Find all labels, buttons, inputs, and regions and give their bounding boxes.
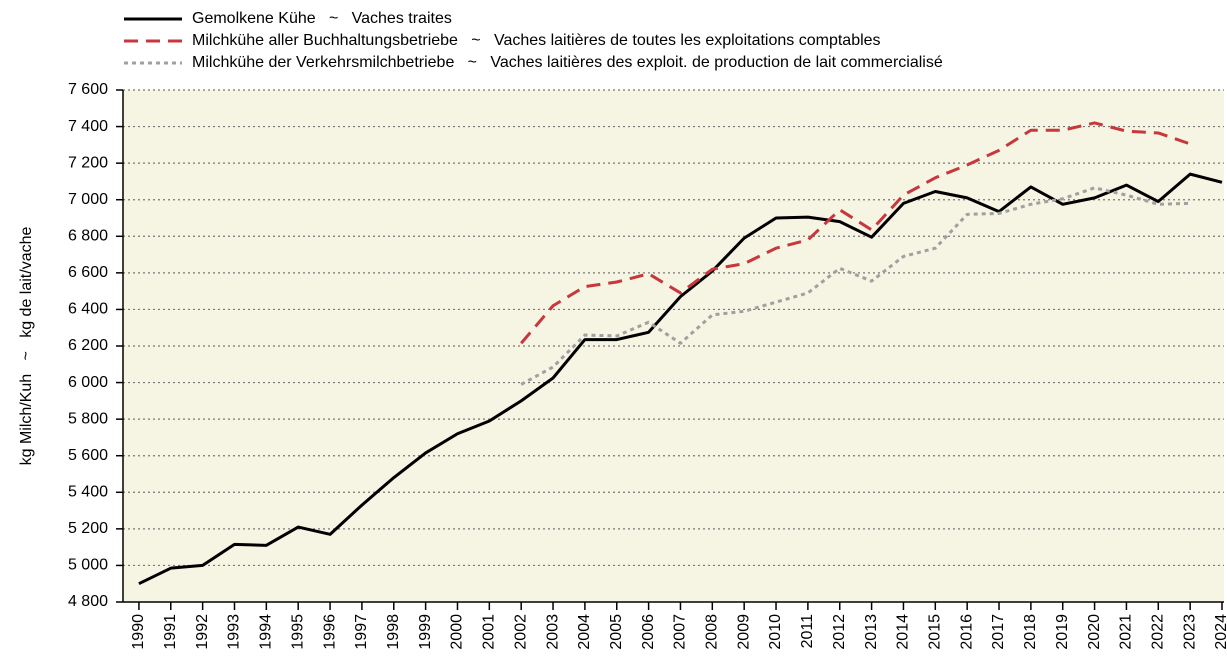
x-tick-label: 2018 bbox=[1022, 614, 1039, 650]
x-tick-label: 2001 bbox=[481, 614, 498, 650]
series-line bbox=[520, 121, 1191, 345]
x-tick-label: 2000 bbox=[449, 614, 466, 650]
y-tick-label: 6 200 bbox=[68, 337, 108, 354]
y-tick-label: 4 800 bbox=[68, 593, 108, 610]
y-axis-label: kg Milch/Kuh ~ kg de lait/vache bbox=[18, 227, 35, 466]
x-tick-label: 2020 bbox=[1086, 614, 1103, 650]
x-tick-label: 2008 bbox=[704, 614, 721, 650]
x-tick-label: 1996 bbox=[321, 614, 338, 650]
x-tick-label: 1993 bbox=[226, 614, 243, 650]
y-tick-label: 7 400 bbox=[68, 118, 108, 135]
x-tick-label: 2003 bbox=[544, 614, 561, 650]
x-tick-label: 1991 bbox=[162, 614, 179, 650]
series-line bbox=[520, 186, 1191, 386]
x-tick-label: 2005 bbox=[608, 614, 625, 650]
x-tick-label: 2006 bbox=[640, 614, 657, 650]
y-tick-label: 5 000 bbox=[68, 557, 108, 574]
x-tick-label: 2013 bbox=[863, 614, 880, 650]
y-tick-label: 6 000 bbox=[68, 374, 108, 391]
legend-label: Milchkühe aller Buchhaltungsbetriebe ~ V… bbox=[192, 32, 881, 49]
x-tick-label: 1997 bbox=[353, 614, 370, 650]
x-tick-label: 2024 bbox=[1213, 614, 1227, 650]
x-tick-label: 2012 bbox=[831, 614, 848, 650]
x-tick-label: 2015 bbox=[927, 614, 944, 650]
x-tick-label: 2007 bbox=[672, 614, 689, 650]
y-tick-label: 7 000 bbox=[68, 191, 108, 208]
y-tick-label: 6 800 bbox=[68, 228, 108, 245]
x-tick-label: 2017 bbox=[990, 614, 1007, 650]
y-tick-label: 6 400 bbox=[68, 301, 108, 318]
x-tick-label: 2010 bbox=[767, 614, 784, 650]
x-tick-label: 2009 bbox=[735, 614, 752, 650]
x-tick-label: 1994 bbox=[258, 614, 275, 650]
x-tick-label: 1995 bbox=[289, 614, 306, 650]
x-tick-label: 2022 bbox=[1150, 614, 1167, 650]
x-tick-label: 1992 bbox=[194, 614, 211, 650]
x-tick-label: 2016 bbox=[958, 614, 975, 650]
x-tick-label: 2019 bbox=[1054, 614, 1071, 650]
y-tick-label: 7 200 bbox=[68, 154, 108, 171]
y-tick-label: 6 600 bbox=[68, 264, 108, 281]
y-tick-label: 5 600 bbox=[68, 447, 108, 464]
x-tick-label: 2023 bbox=[1181, 614, 1198, 650]
x-tick-label: 1998 bbox=[385, 614, 402, 650]
y-tick-label: 5 200 bbox=[68, 520, 108, 537]
y-tick-label: 7 600 bbox=[68, 81, 108, 98]
x-tick-label: 1990 bbox=[130, 614, 147, 650]
legend-label: Gemolkene Kühe ~ Vaches traites bbox=[192, 10, 452, 27]
x-tick-label: 1999 bbox=[417, 614, 434, 650]
legend-label: Milchkühe der Verkehrsmilchbetriebe ~ Va… bbox=[192, 54, 943, 71]
x-tick-label: 2014 bbox=[895, 614, 912, 650]
y-tick-label: 5 400 bbox=[68, 484, 108, 501]
x-tick-label: 2021 bbox=[1118, 614, 1135, 650]
x-tick-label: 2011 bbox=[799, 614, 816, 649]
x-tick-label: 2004 bbox=[576, 614, 593, 650]
series-line bbox=[138, 172, 1223, 586]
x-tick-label: 2002 bbox=[512, 614, 529, 650]
y-tick-label: 5 800 bbox=[68, 410, 108, 427]
